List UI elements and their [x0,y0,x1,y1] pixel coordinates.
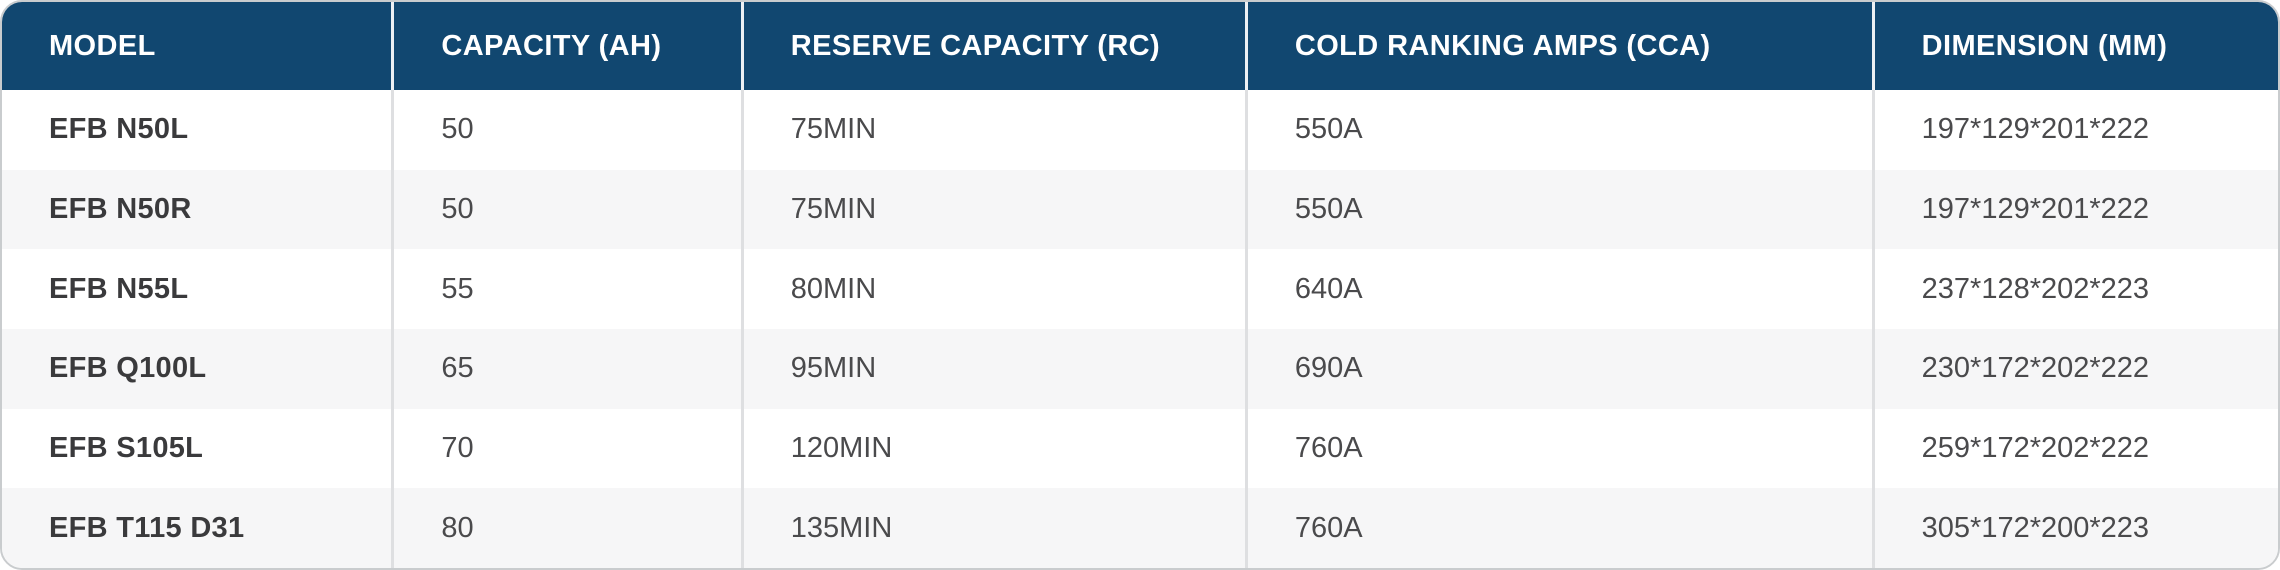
reserve-capacity-cell: 135MIN [744,488,1248,568]
table-row: EFB S105L 70 120MIN 760A 259*172*202*222 [2,408,2278,489]
table-row: EFB T115 D31 80 135MIN 760A 305*172*200*… [2,488,2278,568]
dimension-cell: 237*128*202*223 [1921,272,2150,305]
capacity-cell: 80 [394,488,744,568]
cca-cell: 760A [1248,408,1875,489]
table-row: EFB Q100L 65 95MIN 690A 230*172*202*222 [2,328,2278,409]
model-cell: EFB S105L [2,408,395,489]
capacity-cell: 55 [394,249,744,329]
model-cell: EFB N55L [2,249,395,329]
capacity-cell: 70 [394,408,744,489]
reserve-capacity-cell: 75MIN [744,169,1248,250]
dimension-cell: 305*172*200*223 [1921,511,2150,544]
table-row: EFB N55L 55 80MIN 640A 237*128*202*223 [2,249,2278,329]
reserve-capacity-cell: 80MIN [744,249,1248,329]
reserve-capacity-cell: 120MIN [744,408,1248,489]
dimension-cell: 259*172*202*222 [1921,431,2150,464]
column-header-dimension: DIMENSION (MM) [1874,2,2278,90]
cca-cell: 760A [1248,488,1875,568]
dimension-cell: 197*129*201*222 [1921,113,2150,146]
model-cell: EFB N50R [2,169,395,250]
column-header-capacity: CAPACITY (AH) [394,2,744,90]
dimension-cell: 197*129*201*222 [1921,192,2150,225]
cca-cell: 640A [1248,249,1875,329]
model-cell: EFB Q100L [2,328,395,409]
capacity-cell: 65 [394,328,744,409]
model-cell: EFB T115 D31 [2,488,395,568]
capacity-cell: 50 [394,169,744,250]
table-row: EFB N50L 50 75MIN 550A 197*129*201*222 [2,90,2278,170]
header-row: MODEL CAPACITY (AH) RESERVE CAPACITY (RC… [2,2,2278,90]
dimension-cell: 230*172*202*222 [1921,352,2150,385]
reserve-capacity-cell: 95MIN [744,328,1248,409]
cca-cell: 690A [1248,328,1875,409]
cca-cell: 550A [1248,90,1875,170]
column-header-model: MODEL [2,2,395,90]
reserve-capacity-cell: 75MIN [744,90,1248,170]
cca-cell: 550A [1248,169,1875,250]
column-header-reserve-capacity: RESERVE CAPACITY (RC) [743,2,1248,90]
capacity-cell: 50 [394,90,744,170]
model-cell: EFB N50L [2,90,395,170]
table-row: EFB N50R 50 75MIN 550A 197*129*201*222 [2,169,2278,250]
column-header-cca: COLD RANKING AMPS (CCA) [1247,2,1875,90]
